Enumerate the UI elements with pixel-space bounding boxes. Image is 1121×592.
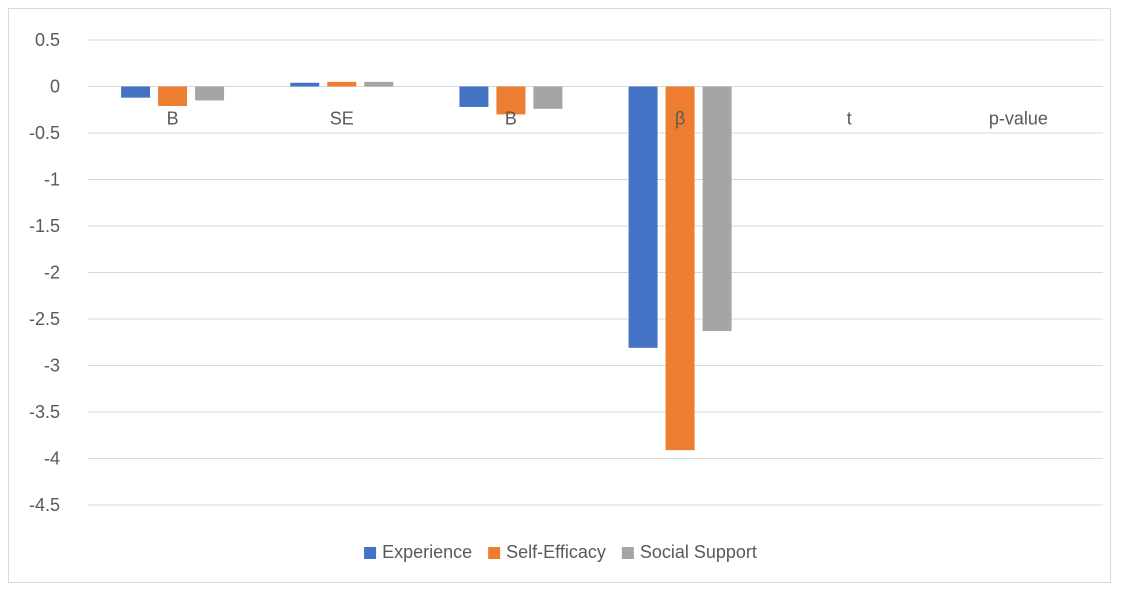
y-tick-label: -2.5 [29, 309, 60, 329]
legend-swatch-social-support [621, 547, 634, 559]
legend-label: Social Support [640, 542, 757, 562]
gridlines [88, 39, 1103, 506]
y-tick-label: -4.5 [29, 495, 60, 515]
y-tick-label: -2 [44, 263, 60, 283]
bar-self-efficacy [665, 86, 695, 451]
legend-swatch-self-efficacy [488, 547, 501, 559]
category-label: B [505, 109, 517, 129]
y-tick-label: -1.5 [29, 216, 60, 236]
bar-experience [290, 82, 320, 87]
y-tick-label: -0.5 [29, 123, 60, 143]
bar-experience [628, 86, 658, 348]
y-tick-label: 0.5 [35, 30, 60, 50]
bar-self-efficacy [158, 86, 188, 107]
y-tick-label: 0 [50, 77, 60, 97]
bar-social-support [533, 86, 563, 109]
y-tick-label: -4 [44, 449, 60, 469]
y-tick-label: -3.5 [29, 402, 60, 422]
bar-social-support [702, 86, 732, 332]
category-label: β [675, 109, 685, 129]
category-label: p-value [989, 109, 1048, 129]
bar-experience [121, 86, 151, 98]
bar-experience [459, 86, 489, 107]
legend-label: Self-Efficacy [506, 542, 606, 562]
y-axis: 0.5 0 -0.5 -1 -1.5 -2 -2.5 -3 -3.5 -4 -4.5 [29, 30, 60, 515]
bar-self-efficacy [327, 81, 357, 87]
bars [121, 81, 732, 451]
y-tick-label: -3 [44, 356, 60, 376]
category-label: B [167, 109, 179, 129]
bar-social-support [195, 86, 225, 101]
category-label: t [847, 109, 852, 129]
bar-self-efficacy [496, 86, 526, 115]
legend: Experience Self-Efficacy Social Support [364, 542, 757, 562]
legend-label: Experience [382, 542, 472, 562]
category-label: SE [330, 109, 354, 129]
legend-swatch-experience [364, 547, 377, 559]
y-tick-label: -1 [44, 170, 60, 190]
bar-social-support [364, 81, 394, 87]
